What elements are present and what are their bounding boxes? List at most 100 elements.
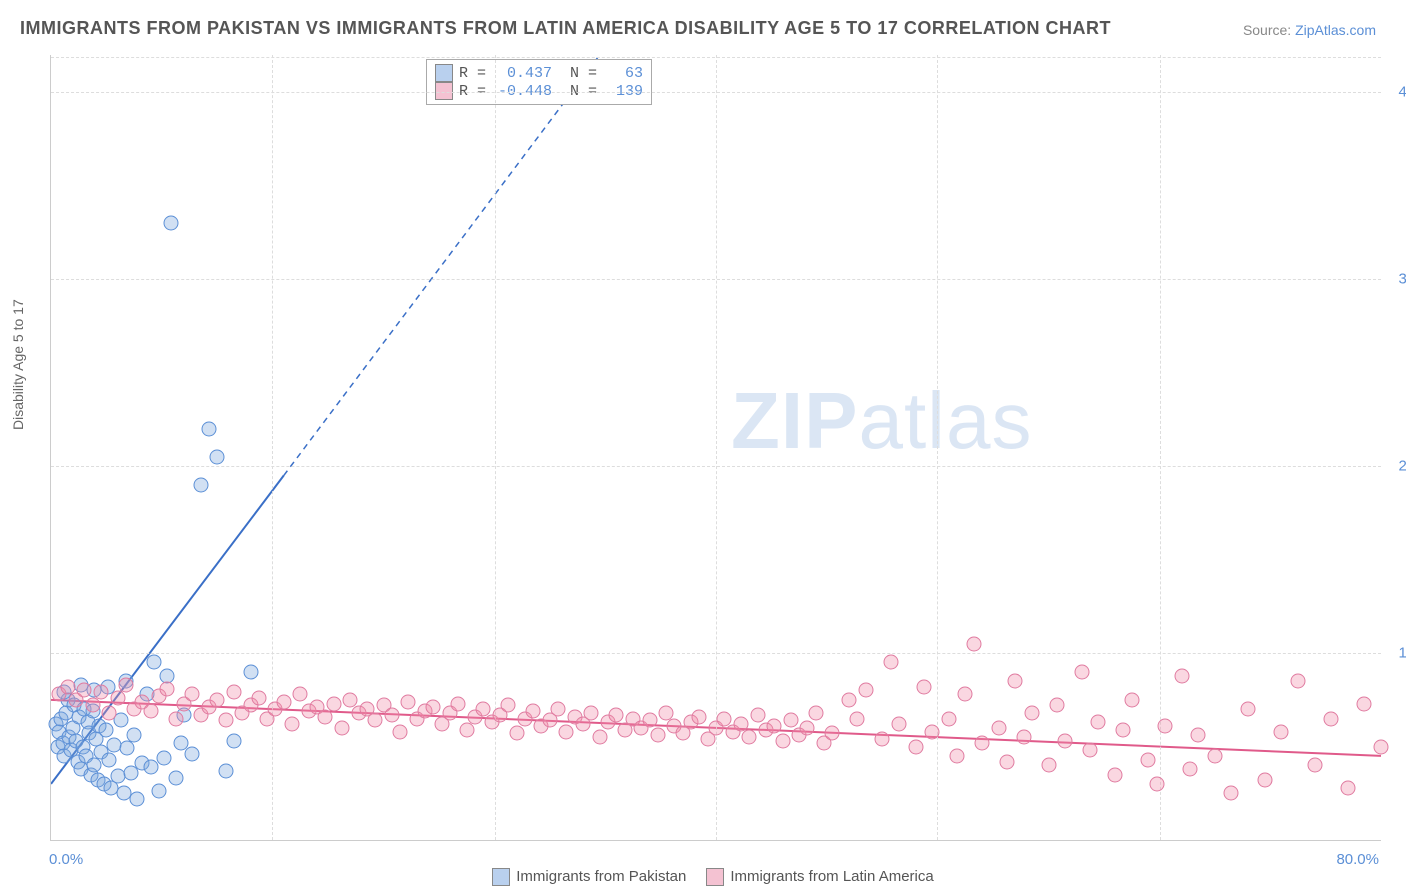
data-point (1207, 748, 1222, 763)
legend-label: Immigrants from Pakistan (516, 868, 686, 885)
data-point (285, 717, 300, 732)
data-point (1324, 711, 1339, 726)
data-point (501, 698, 516, 713)
data-point (426, 700, 441, 715)
data-point (999, 754, 1014, 769)
x-tick-label: 0.0% (49, 851, 83, 868)
stats-row: R =0.437N =63 (435, 64, 643, 82)
data-point (127, 728, 142, 743)
data-point (384, 707, 399, 722)
data-point (368, 713, 383, 728)
data-point (584, 705, 599, 720)
source-attribution: Source: ZipAtlas.com (1243, 22, 1376, 38)
data-point (526, 704, 541, 719)
data-point (1307, 758, 1322, 773)
data-point (908, 739, 923, 754)
data-point (1041, 758, 1056, 773)
n-label: N = (570, 65, 597, 82)
y-tick-label: 40.0% (1386, 84, 1406, 101)
data-point (767, 719, 782, 734)
n-value: 139 (603, 83, 643, 100)
data-point (157, 750, 172, 765)
data-point (130, 791, 145, 806)
data-point (875, 732, 890, 747)
data-point (883, 655, 898, 670)
data-point (742, 730, 757, 745)
data-point (152, 784, 167, 799)
watermark: ZIPatlas (731, 375, 1032, 467)
data-point (975, 735, 990, 750)
bottom-legend: Immigrants from Pakistan Immigrants from … (0, 868, 1406, 886)
y-tick-label: 30.0% (1386, 271, 1406, 288)
n-value: 63 (603, 65, 643, 82)
data-point (1374, 739, 1389, 754)
data-point (1191, 728, 1206, 743)
data-point (1157, 719, 1172, 734)
data-point (1274, 724, 1289, 739)
data-point (808, 705, 823, 720)
data-point (1024, 705, 1039, 720)
legend-swatch (435, 82, 453, 100)
legend-label: Immigrants from Latin America (730, 868, 933, 885)
data-point (1074, 664, 1089, 679)
data-point (551, 702, 566, 717)
data-point (858, 683, 873, 698)
data-point (243, 664, 258, 679)
legend-swatch (435, 64, 453, 82)
data-point (750, 707, 765, 722)
data-point (650, 728, 665, 743)
data-point (916, 679, 931, 694)
data-point (218, 713, 233, 728)
data-point (991, 720, 1006, 735)
data-point (1340, 780, 1355, 795)
data-point (87, 758, 102, 773)
data-point (850, 711, 865, 726)
data-point (143, 760, 158, 775)
x-gridline (937, 55, 938, 840)
data-point (1357, 696, 1372, 711)
y-tick-label: 20.0% (1386, 458, 1406, 475)
data-point (218, 763, 233, 778)
data-point (958, 687, 973, 702)
data-point (891, 717, 906, 732)
data-point (168, 771, 183, 786)
data-point (642, 713, 657, 728)
data-point (800, 720, 815, 735)
chart-title: IMMIGRANTS FROM PAKISTAN VS IMMIGRANTS F… (20, 18, 1111, 39)
data-point (102, 705, 117, 720)
data-point (592, 730, 607, 745)
data-point (1008, 674, 1023, 689)
data-point (98, 722, 113, 737)
data-point (118, 677, 133, 692)
data-point (318, 709, 333, 724)
data-point (775, 733, 790, 748)
data-point (93, 685, 108, 700)
correlation-stats-box: R =0.437N =63R =-0.448N =139 (426, 59, 652, 105)
data-point (1149, 776, 1164, 791)
x-tick-label: 80.0% (1336, 851, 1379, 868)
data-point (160, 681, 175, 696)
data-point (1174, 668, 1189, 683)
legend-swatch (706, 868, 724, 886)
data-point (326, 696, 341, 711)
stats-row: R =-0.448N =139 (435, 82, 643, 100)
data-point (1016, 730, 1031, 745)
data-point (1141, 752, 1156, 767)
data-point (85, 698, 100, 713)
data-point (1290, 674, 1305, 689)
data-point (251, 690, 266, 705)
data-point (1058, 733, 1073, 748)
data-point (1241, 702, 1256, 717)
data-point (509, 726, 524, 741)
data-point (459, 722, 474, 737)
data-point (276, 694, 291, 709)
data-point (1124, 692, 1139, 707)
source-link[interactable]: ZipAtlas.com (1295, 22, 1376, 38)
data-point (226, 685, 241, 700)
data-point (1083, 743, 1098, 758)
data-point (1116, 722, 1131, 737)
data-point (1049, 698, 1064, 713)
data-point (163, 216, 178, 231)
r-label: R = (459, 83, 486, 100)
data-point (102, 752, 117, 767)
